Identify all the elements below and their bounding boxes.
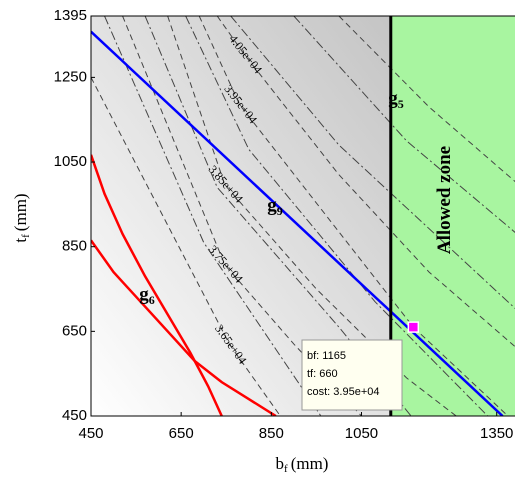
x-tick-label: 850	[259, 425, 284, 442]
contour-line	[91, 77, 281, 416]
y-tick-label: 1050	[54, 153, 87, 170]
tooltip-line: bf: 1165	[307, 350, 346, 362]
plot-frame	[90, 15, 515, 417]
tooltip-box	[301, 339, 403, 411]
axis-subscript: f	[20, 234, 32, 238]
axis-symbol: t	[11, 238, 30, 243]
y-tick-label: 850	[62, 238, 87, 255]
constraint-label: g5	[388, 88, 404, 110]
constraint-label: g9	[267, 195, 283, 217]
constraint-line	[91, 154, 223, 416]
contour-line	[338, 16, 515, 183]
plot-area	[91, 16, 515, 416]
constraint-symbol: g	[139, 284, 149, 305]
x-label: bf (mm)	[276, 454, 329, 475]
y-tick-label: 650	[62, 322, 87, 339]
constraint-symbol: g	[267, 195, 277, 216]
tooltip-line: cost: 3.95e+04	[307, 386, 379, 398]
constraint-subscript: 9	[277, 204, 283, 218]
contour-line	[167, 16, 457, 416]
x-tick-label: 1050	[345, 425, 378, 442]
axis-unit: (mm)	[291, 454, 329, 473]
axis-symbol: b	[276, 454, 285, 473]
axis-subscript: f	[284, 463, 288, 475]
zone-label: Allowed zone	[434, 146, 455, 254]
axis-unit: (mm)	[11, 193, 30, 231]
constraint-label: g6	[139, 284, 155, 306]
contour-line	[104, 16, 322, 416]
contour-line	[216, 16, 515, 348]
constraint-symbol: g	[388, 88, 398, 109]
y-tick-label: 1250	[54, 68, 87, 85]
contour-line	[293, 16, 515, 233]
constraint-line	[91, 239, 277, 416]
allowed-zone	[390, 16, 515, 416]
tooltip-line: tf: 660	[307, 368, 338, 380]
x-tick-label: 650	[169, 425, 194, 442]
constraint-subscript: 6	[149, 293, 155, 307]
y-tick-label: 450	[62, 407, 87, 424]
y-tick-label: 1395	[54, 7, 87, 24]
contour-line	[230, 16, 515, 310]
constraint-subscript: 5	[398, 97, 404, 111]
x-tick-label: 1350	[480, 425, 513, 442]
constraint-line	[91, 30, 504, 416]
data-point	[407, 321, 420, 333]
contour-line	[185, 16, 489, 416]
y-label: tf (mm)	[11, 193, 32, 242]
contour-line	[198, 16, 509, 416]
x-tick-label: 450	[78, 425, 103, 442]
